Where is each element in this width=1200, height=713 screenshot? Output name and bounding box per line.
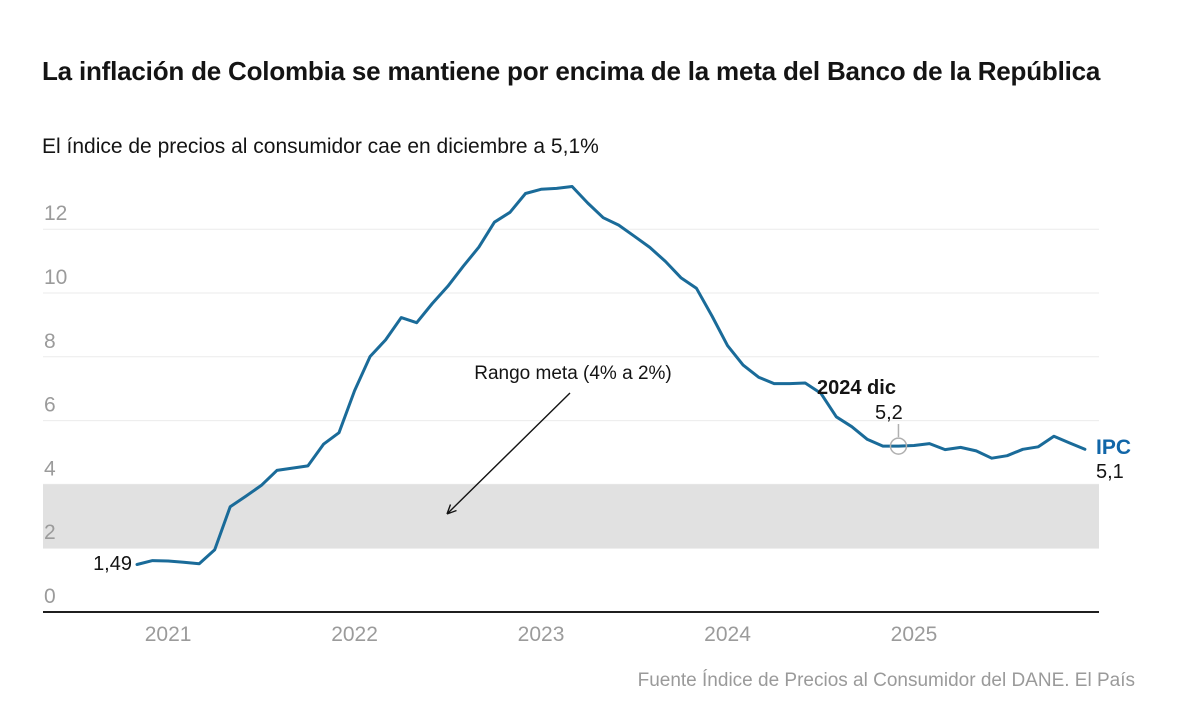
dec-2024-annotation-value: 5,2 bbox=[875, 402, 903, 424]
y-axis-tick-label: 6 bbox=[44, 394, 56, 417]
x-axis-tick-label: 2025 bbox=[891, 623, 938, 646]
source-credit: Fuente Índice de Precios al Consumidor d… bbox=[637, 670, 1135, 691]
x-axis-tick-label: 2022 bbox=[331, 623, 378, 646]
y-axis-tick-label: 4 bbox=[44, 457, 56, 480]
x-axis-tick-label: 2021 bbox=[145, 623, 192, 646]
target-range-label: Rango meta (4% a 2%) bbox=[474, 363, 672, 384]
chart-title: La inflación de Colombia se mantiene por… bbox=[42, 56, 1101, 86]
y-axis-tick-label: 10 bbox=[44, 266, 67, 289]
y-axis-tick-label: 8 bbox=[44, 330, 56, 353]
chart-subtitle: El índice de precios al consumidor cae e… bbox=[42, 135, 599, 158]
ipc-line bbox=[135, 185, 1087, 566]
ipc-series-label: IPC bbox=[1096, 436, 1132, 459]
target-range-band bbox=[43, 484, 1099, 549]
target-range-arrow bbox=[446, 392, 571, 515]
x-axis-tick-label: 2023 bbox=[518, 623, 565, 646]
y-axis-tick-label: 2 bbox=[44, 521, 56, 544]
y-axis-tick-label: 0 bbox=[44, 585, 56, 608]
start-value-label: 1,49 bbox=[93, 553, 132, 575]
dec-2024-annotation-label: 2024 dic bbox=[817, 377, 896, 399]
dec-2024-marker bbox=[889, 437, 908, 455]
ipc-latest-value-label: 5,1 bbox=[1096, 461, 1124, 483]
x-axis-tick-label: 2024 bbox=[704, 623, 751, 646]
y-axis-tick-label: 12 bbox=[44, 202, 67, 225]
